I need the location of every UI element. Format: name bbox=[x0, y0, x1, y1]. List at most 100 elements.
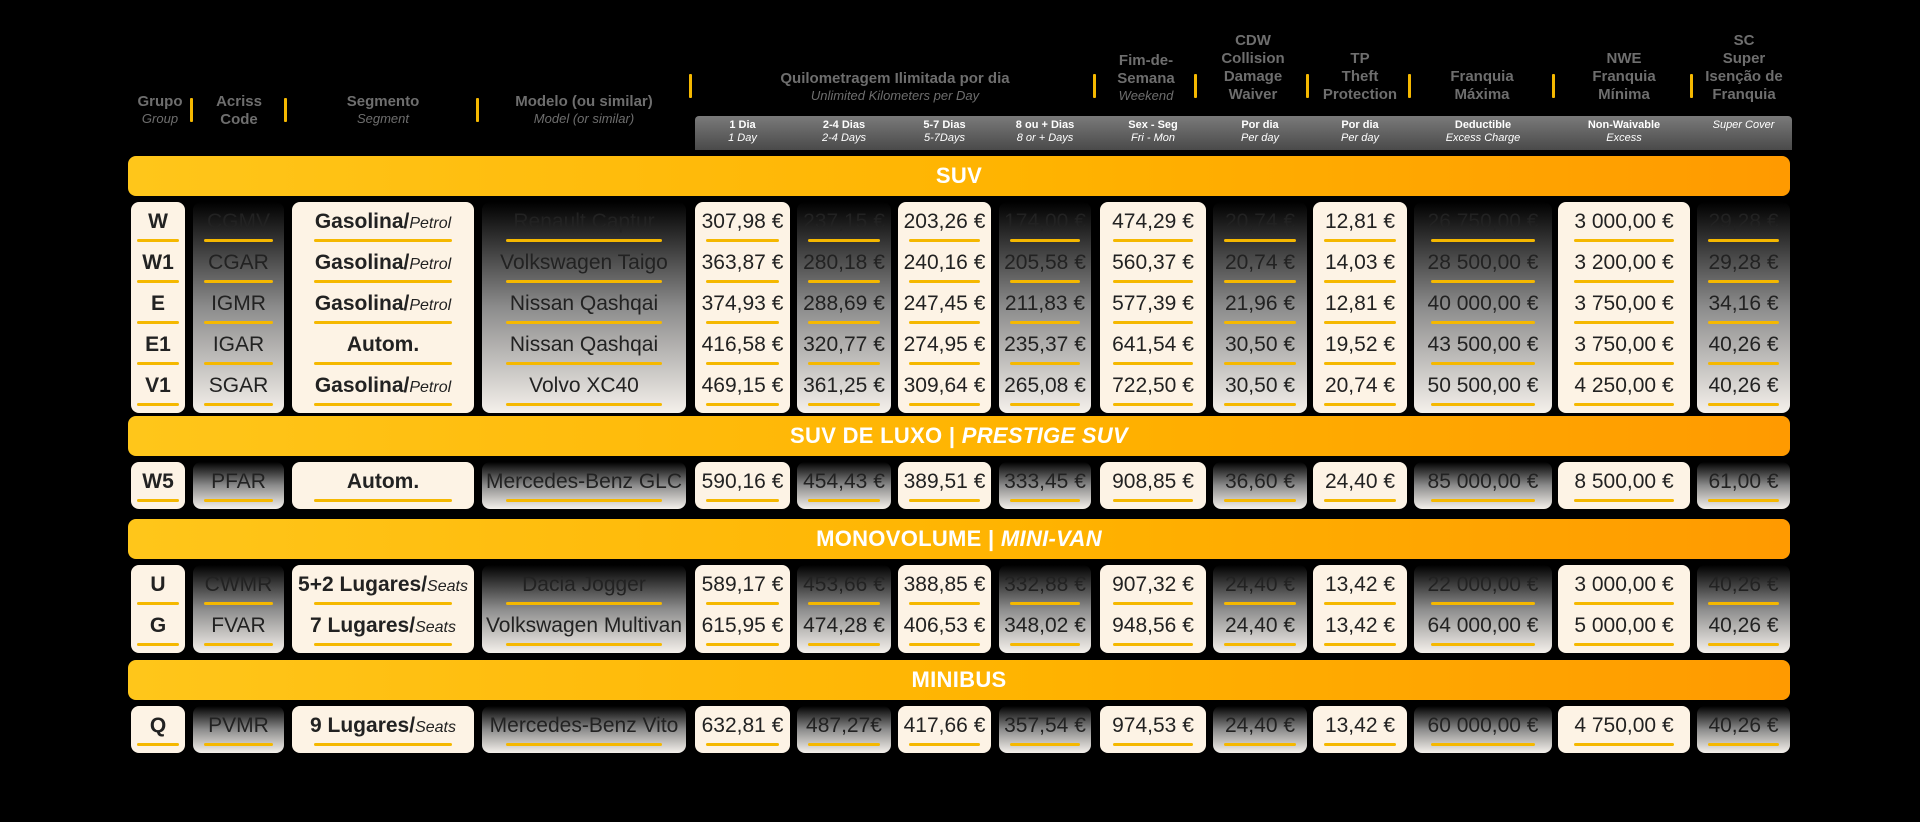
cell-we: 948,56 € bbox=[1100, 608, 1206, 649]
cell-cdw: 20,74 € bbox=[1213, 204, 1307, 245]
column-sc: 40,26 €40,26 € bbox=[1697, 565, 1790, 653]
cell-p4: 205,58 € bbox=[999, 245, 1091, 286]
cell-p2: 280,18 € bbox=[797, 245, 891, 286]
section-band: SUV bbox=[128, 156, 1790, 196]
column-cdw: 36,60 € bbox=[1213, 462, 1307, 509]
cell-p4: 357,54 € bbox=[999, 708, 1091, 749]
column-sc: 40,26 € bbox=[1697, 706, 1790, 753]
cell-p4: 211,83 € bbox=[999, 286, 1091, 327]
column-p2: 487,27€ bbox=[797, 706, 891, 753]
cell-cdw: 30,50 € bbox=[1213, 327, 1307, 368]
cell-nwe: 4 250,00 € bbox=[1558, 368, 1690, 409]
cell-p2: 453,66 € bbox=[797, 567, 891, 608]
column-model: Mercedes-Benz Vito bbox=[482, 706, 686, 753]
subheader-5: Sex - Seg Fri - Mon bbox=[1128, 119, 1178, 144]
cell-tp: 14,03 € bbox=[1313, 245, 1407, 286]
cell-model: Renault Captur bbox=[482, 204, 686, 245]
cell-p1: 363,87 € bbox=[695, 245, 790, 286]
header-divider bbox=[1552, 74, 1555, 98]
column-p3: 417,66 € bbox=[898, 706, 991, 753]
cell-acriss: FVAR bbox=[193, 608, 284, 649]
cell-seg: 7 Lugares/Seats bbox=[292, 608, 474, 649]
cell-p1: 374,93 € bbox=[695, 286, 790, 327]
cell-model: Volkswagen Taigo bbox=[482, 245, 686, 286]
cell-nwe: 3 750,00 € bbox=[1558, 327, 1690, 368]
cell-acriss: CWMR bbox=[193, 567, 284, 608]
subheader-2: 2-4 Dias 2-4 Days bbox=[821, 119, 867, 144]
cell-sc: 61,00 € bbox=[1697, 464, 1790, 505]
cell-seg: 9 Lugares/Seats bbox=[292, 708, 474, 749]
cell-sc: 29,28 € bbox=[1697, 245, 1790, 286]
cell-nwe: 4 750,00 € bbox=[1558, 708, 1690, 749]
subheader-9: Non-Waivable Excess bbox=[1587, 119, 1661, 144]
column-acriss: CGMV CGAR IGMR IGAR SGAR bbox=[193, 202, 284, 413]
cell-seg: Gasolina/Petrol bbox=[292, 286, 474, 327]
cell-p3: 240,16 € bbox=[898, 245, 991, 286]
column-nwe: 8 500,00 € bbox=[1558, 462, 1690, 509]
column-nwe: 3 000,00 €3 200,00 €3 750,00 €3 750,00 €… bbox=[1558, 202, 1690, 413]
column-acriss: CWMR FVAR bbox=[193, 565, 284, 653]
cell-p1: 416,58 € bbox=[695, 327, 790, 368]
header-cdw: CDW Collision Damage Waiver bbox=[1221, 32, 1285, 103]
column-seg: Autom. bbox=[292, 462, 474, 509]
cell-acriss: SGAR bbox=[193, 368, 284, 409]
header-divider bbox=[1093, 74, 1096, 98]
column-tp: 12,81 €14,03 €12,81 €19,52 €20,74 € bbox=[1313, 202, 1407, 413]
header-model: Modelo (ou similar) Model (or similar) bbox=[515, 93, 653, 126]
cell-cdw: 20,74 € bbox=[1213, 245, 1307, 286]
cell-we: 474,29 € bbox=[1100, 204, 1206, 245]
cell-p3: 389,51 € bbox=[898, 464, 991, 505]
cell-group: E1 bbox=[131, 327, 185, 368]
column-acriss: PFAR bbox=[193, 462, 284, 509]
cell-we: 641,54 € bbox=[1100, 327, 1206, 368]
cell-we: 577,39 € bbox=[1100, 286, 1206, 327]
column-sc: 61,00 € bbox=[1697, 462, 1790, 509]
subheader-4: 8 ou + Dias 8 or + Days bbox=[1015, 119, 1075, 144]
cell-group: Q bbox=[131, 708, 185, 749]
section-band: SUV DE LUXO | PRESTIGE SUV bbox=[128, 416, 1790, 456]
cell-p2: 474,28 € bbox=[797, 608, 891, 649]
header-tp: TP Theft Protection bbox=[1322, 50, 1398, 103]
cell-p1: 589,17 € bbox=[695, 567, 790, 608]
column-cdw: 24,40 € bbox=[1213, 706, 1307, 753]
cell-p2: 361,25 € bbox=[797, 368, 891, 409]
section-band: MONOVOLUME | MINI-VAN bbox=[128, 519, 1790, 559]
cell-cdw: 21,96 € bbox=[1213, 286, 1307, 327]
cell-sc: 34,16 € bbox=[1697, 286, 1790, 327]
cell-model: Dacia Jogger bbox=[482, 567, 686, 608]
column-ded: 22 000,00 €64 000,00 € bbox=[1414, 565, 1552, 653]
cell-tp: 13,42 € bbox=[1313, 708, 1407, 749]
cell-cdw: 24,40 € bbox=[1213, 708, 1307, 749]
cell-group: W1 bbox=[131, 245, 185, 286]
cell-sc: 40,26 € bbox=[1697, 327, 1790, 368]
cell-seg: Gasolina/Petrol bbox=[292, 204, 474, 245]
column-cdw: 24,40 €24,40 € bbox=[1213, 565, 1307, 653]
cell-p2: 454,43 € bbox=[797, 464, 891, 505]
column-ded: 26 750,00 €28 500,00 €40 000,00 €43 500,… bbox=[1414, 202, 1552, 413]
column-p4: 332,88 €348,02 € bbox=[999, 565, 1091, 653]
header-divider bbox=[1194, 74, 1197, 98]
cell-model: Volkswagen Multivan bbox=[482, 608, 686, 649]
cell-p1: 615,95 € bbox=[695, 608, 790, 649]
column-acriss: PVMR bbox=[193, 706, 284, 753]
cell-seg: 5+2 Lugares/Seats bbox=[292, 567, 474, 608]
column-group: Q bbox=[131, 706, 185, 753]
header-segment: Segmento Segment bbox=[346, 93, 420, 126]
cell-p4: 265,08 € bbox=[999, 368, 1091, 409]
column-p2: 454,43 € bbox=[797, 462, 891, 509]
cell-sc: 40,26 € bbox=[1697, 368, 1790, 409]
cell-p2: 487,27€ bbox=[797, 708, 891, 749]
column-we: 908,85 € bbox=[1100, 462, 1206, 509]
cell-p3: 203,26 € bbox=[898, 204, 991, 245]
cell-nwe: 5 000,00 € bbox=[1558, 608, 1690, 649]
header-divider bbox=[190, 98, 193, 122]
cell-cdw: 30,50 € bbox=[1213, 368, 1307, 409]
cell-p1: 632,81 € bbox=[695, 708, 790, 749]
column-p2: 453,66 €474,28 € bbox=[797, 565, 891, 653]
cell-group: V1 bbox=[131, 368, 185, 409]
column-ded: 60 000,00 € bbox=[1414, 706, 1552, 753]
cell-group: U bbox=[131, 567, 185, 608]
cell-model: Mercedes-Benz GLC bbox=[482, 464, 686, 505]
cell-p3: 406,53 € bbox=[898, 608, 991, 649]
